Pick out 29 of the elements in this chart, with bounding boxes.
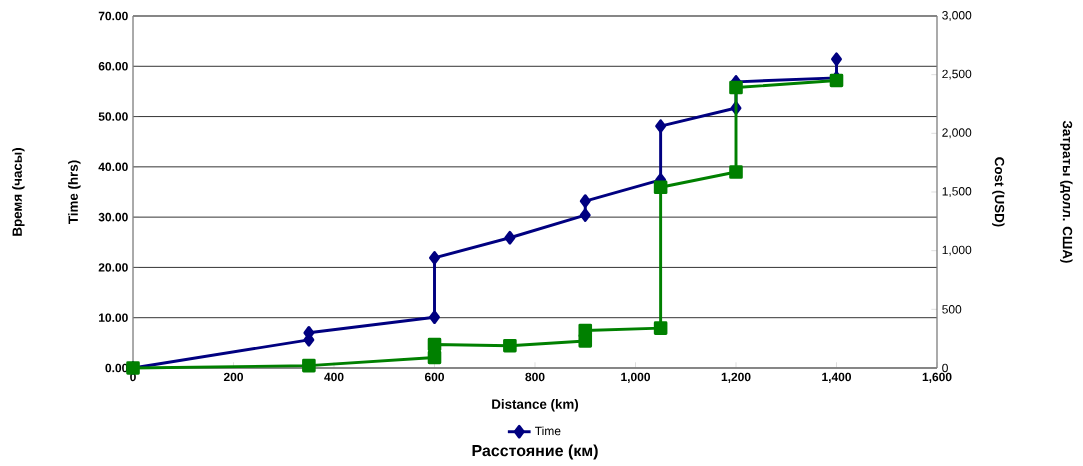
y2-tick-label: 2,500 <box>942 69 972 80</box>
x-tick-label: 400 <box>324 372 344 382</box>
text: Расстояние (км) <box>472 444 598 460</box>
y2-tick-label: 0 <box>942 363 948 373</box>
y-tick-label: 70.00 <box>98 11 128 21</box>
text: Затраты (долл. США) <box>1060 120 1073 263</box>
y-tick-label: 50.00 <box>98 112 128 121</box>
y-axis-title: Time (hrs) <box>68 160 81 224</box>
y2-tick-label: 3,000 <box>942 11 972 21</box>
x-tick-label: 800 <box>525 372 545 382</box>
y-tick-label: 30.00 <box>98 212 128 222</box>
y2-tick-label: 2,000 <box>942 128 972 139</box>
x-tick-label: 600 <box>424 372 445 382</box>
y-tick-label: 20.00 <box>98 263 128 272</box>
y2-tick-label: 500 <box>942 305 962 314</box>
legend-label: Time <box>535 426 561 436</box>
y-tick-label: 60.00 <box>98 62 128 71</box>
y2-tick-label: 1,000 <box>942 245 972 256</box>
y-tick-label: 10.00 <box>99 313 128 322</box>
x-tick-label: 1,400 <box>822 372 852 383</box>
text: Время (часы) <box>12 148 25 236</box>
x-tick-label: 1,200 <box>721 372 751 383</box>
y-tick-label: 40.00 <box>98 162 128 172</box>
x-tick-label: 1,600 <box>922 372 952 383</box>
y2-tick-label: 1,500 <box>942 187 972 197</box>
x-tick-label: 200 <box>223 372 244 382</box>
x-axis-title: Distance (km) <box>492 399 579 412</box>
y2-axis-title: Cost (USD) <box>992 157 1005 227</box>
x-tick-label: 1,000 <box>621 372 651 383</box>
